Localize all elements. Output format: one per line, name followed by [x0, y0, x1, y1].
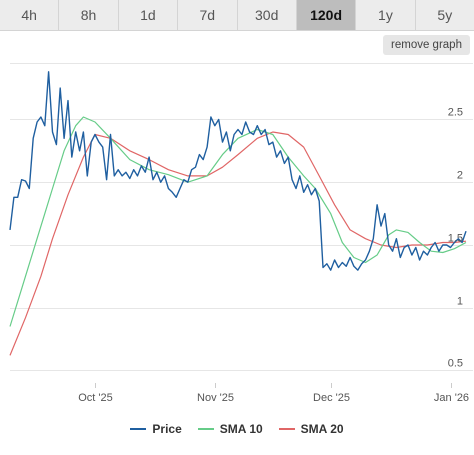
tab-1y[interactable]: 1y [356, 0, 416, 30]
series-line-price [9, 71, 467, 271]
remove-graph-button[interactable]: remove graph [383, 35, 470, 55]
legend-item-sma-20[interactable]: SMA 20 [278, 422, 344, 436]
series-line-sma-10 [9, 116, 467, 327]
chart-legend: Price SMA 10 SMA 20 [0, 418, 474, 440]
tab-30d[interactable]: 30d [237, 0, 297, 30]
tab-4h[interactable]: 4h [0, 0, 60, 30]
tab-7d[interactable]: 7d [178, 0, 238, 30]
x-tick-label: Oct '25 [78, 392, 113, 404]
series-line-sma-20 [9, 131, 467, 356]
legend-label-sma-20: SMA 20 [300, 422, 344, 436]
x-tick-label: Nov '25 [197, 392, 234, 404]
y-tick-label: 0.5 [448, 358, 463, 370]
x-tick-label: Jan '26 [434, 392, 469, 404]
legend-swatch-sma-10 [197, 428, 214, 430]
tab-8h[interactable]: 8h [59, 0, 119, 30]
legend-swatch-price [130, 428, 147, 430]
legend-item-sma-10[interactable]: SMA 10 [197, 422, 263, 436]
legend-item-price[interactable]: Price [130, 422, 182, 436]
series-lines [9, 71, 467, 356]
x-tick-label: Dec '25 [313, 392, 350, 404]
legend-label-sma-10: SMA 10 [219, 422, 263, 436]
legend-label-price: Price [152, 422, 182, 436]
axis-labels: 0.5 1 1.5 2 2.5 Oct '25 Nov '25 Dec '25 Jan '26 [78, 107, 469, 405]
y-tick-label: 1.5 [448, 233, 463, 245]
tab-120d[interactable]: 120d [296, 0, 357, 30]
y-tick-label: 2.5 [448, 107, 463, 119]
y-tick-label: 2 [457, 170, 463, 182]
legend-swatch-sma-20 [278, 428, 295, 430]
timeframe-tabs: 4h 8h 1d 7d 30d 120d 1y 5y [0, 0, 474, 31]
tab-5y[interactable]: 5y [415, 0, 474, 30]
grid-lines [10, 63, 473, 388]
tab-1d[interactable]: 1d [118, 0, 179, 30]
y-tick-label: 1 [457, 296, 463, 308]
